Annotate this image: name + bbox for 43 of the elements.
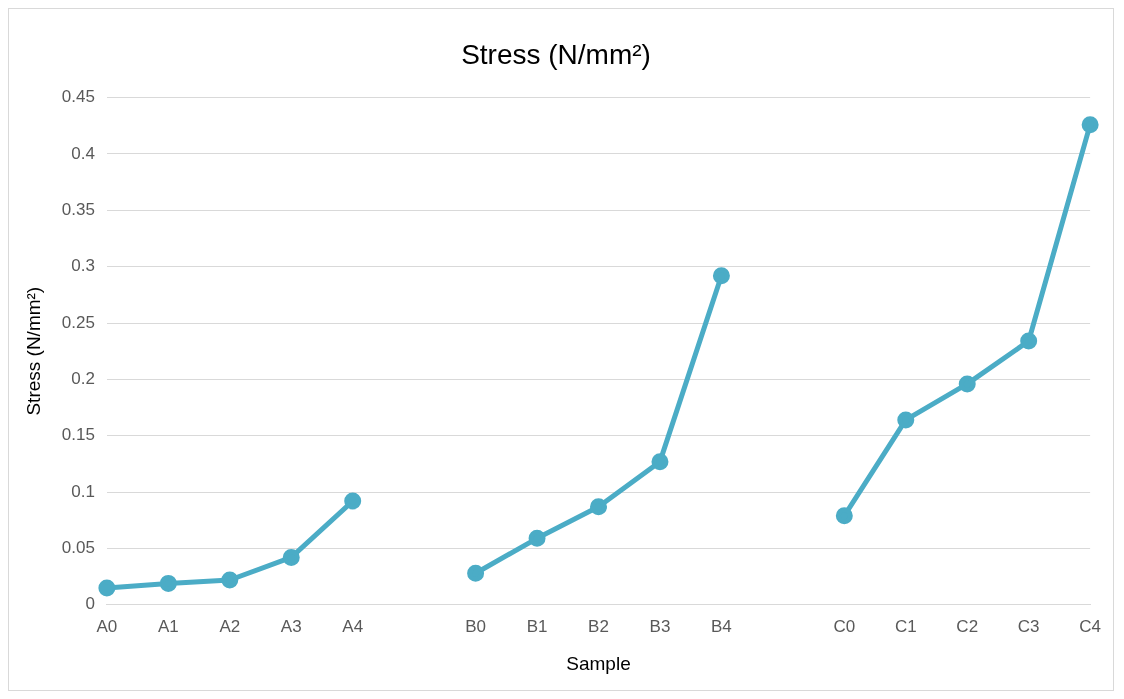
x-tick-label: B0 (465, 616, 486, 636)
x-tick-label: C4 (1079, 616, 1101, 636)
y-tick-label: 0.3 (71, 256, 95, 276)
y-tick-label: 0.25 (61, 312, 95, 332)
point (98, 579, 116, 597)
y-tick-label: 0.1 (71, 481, 95, 501)
point (1020, 332, 1038, 350)
chart-title: Stress (N/mm²) (461, 38, 651, 70)
x-tick-label: C2 (956, 616, 979, 636)
x-tick-label: B2 (588, 616, 609, 636)
x-tick-label: C0 (833, 616, 856, 636)
x-tick-label: B1 (526, 616, 548, 636)
point (344, 492, 362, 510)
x-tick-label: B3 (649, 616, 671, 636)
point (651, 453, 669, 471)
x-tick-label: C3 (1017, 616, 1040, 636)
point (958, 375, 976, 393)
y-axis-title: Stress (N/mm²) (22, 286, 44, 416)
x-tick-label: A3 (280, 616, 302, 636)
point (712, 267, 730, 285)
x-axis-title: Sample (566, 652, 631, 674)
point (467, 564, 485, 582)
point (221, 571, 239, 589)
x-tick-label: A0 (96, 616, 118, 636)
point (835, 507, 853, 525)
point (528, 529, 546, 547)
x-tick-label: C1 (894, 616, 917, 636)
point (590, 498, 608, 516)
point (897, 411, 915, 429)
y-tick-label: 0 (85, 594, 95, 614)
point (282, 548, 300, 566)
y-tick-label: 0.4 (71, 143, 95, 163)
point (159, 574, 177, 592)
y-tick-label: 0.2 (71, 369, 95, 389)
x-tick-label: A2 (219, 616, 241, 636)
x-tick-label: A4 (342, 616, 364, 636)
y-tick-label: 0.05 (61, 538, 95, 558)
y-tick-label: 0.15 (61, 425, 95, 445)
x-tick-label: B4 (711, 616, 732, 636)
x-tick-label: A1 (157, 616, 179, 636)
y-tick-label: 0.35 (61, 200, 95, 219)
y-tick-label: 0.45 (61, 87, 95, 107)
point (1081, 116, 1099, 134)
